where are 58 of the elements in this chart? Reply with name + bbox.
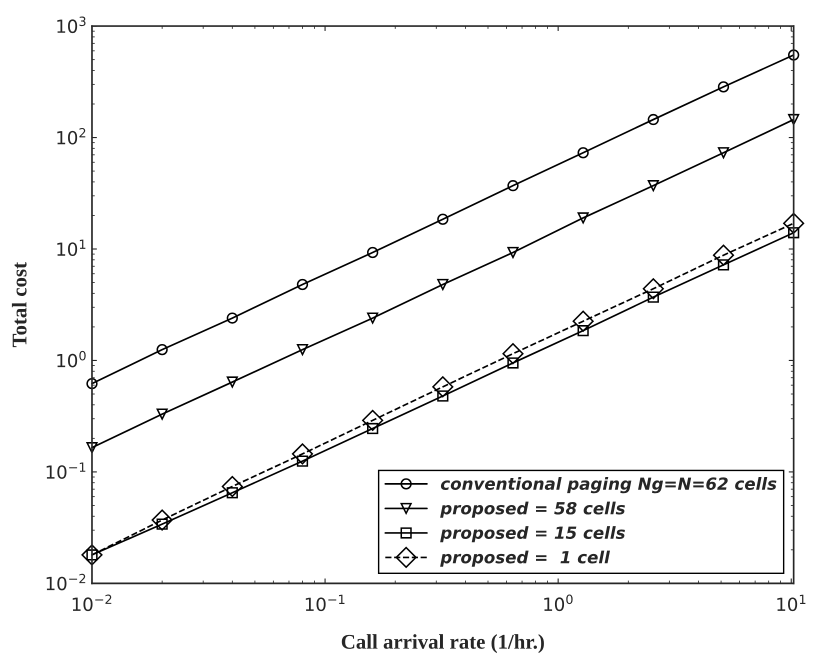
point (788, 49, 800, 61)
point (226, 376, 238, 388)
point (788, 114, 800, 126)
y-axis-title: Total cost (12, 262, 27, 348)
point (292, 443, 314, 465)
legend-label: proposed = 1 cell (440, 550, 610, 567)
point (362, 410, 384, 431)
point (642, 278, 664, 300)
legend-label: proposed = 58 cells (440, 502, 625, 518)
y-tick-label: 10$^{2}$ (57, 128, 86, 145)
point (578, 325, 589, 336)
point (86, 442, 98, 454)
point (296, 278, 308, 290)
point (718, 147, 730, 158)
point (718, 81, 730, 92)
point (648, 180, 659, 192)
point (783, 212, 804, 234)
point (152, 509, 173, 531)
point (437, 390, 448, 402)
point (788, 227, 800, 238)
legend-label: proposed = 15 cells (440, 526, 625, 542)
point (648, 114, 659, 126)
point (367, 312, 378, 324)
point (507, 357, 519, 369)
legend-label: conventional paging Ng=N=62 cells (440, 477, 776, 494)
x-tick-label: 10$^{−2}$ (72, 594, 112, 612)
point (572, 310, 594, 332)
point (226, 487, 238, 498)
y-tick-label: 10$^{0}$ (57, 350, 86, 368)
point (507, 246, 519, 258)
point (578, 147, 589, 158)
y-tick-label: 10$^{−2}$ (46, 574, 86, 590)
x-axis-title: Call arrival rate (1/hr.) (342, 634, 544, 654)
point (432, 376, 454, 398)
point (156, 408, 168, 420)
point (156, 344, 168, 356)
point (296, 344, 308, 356)
point (712, 244, 734, 266)
point (367, 422, 378, 434)
point (81, 544, 103, 566)
point (296, 455, 308, 467)
point (648, 292, 659, 303)
y-tick-label: 10$^{−1}$ (46, 462, 86, 479)
point (502, 343, 524, 364)
point (222, 476, 243, 498)
point (226, 312, 238, 324)
point (437, 278, 448, 290)
x-tick-label: 10$^{−1}$ (306, 594, 344, 612)
y-tick-label: 10$^{3}$ (57, 16, 86, 34)
point (86, 378, 98, 390)
x-tick-label: 10$^{0}$ (544, 594, 573, 612)
point (578, 212, 589, 224)
point (507, 180, 519, 192)
x-tick-label: 10$^{1}$ (777, 594, 806, 612)
y-tick-label: 10$^{1}$ (57, 240, 86, 256)
point (718, 259, 730, 271)
point (367, 246, 378, 258)
point (437, 214, 448, 225)
